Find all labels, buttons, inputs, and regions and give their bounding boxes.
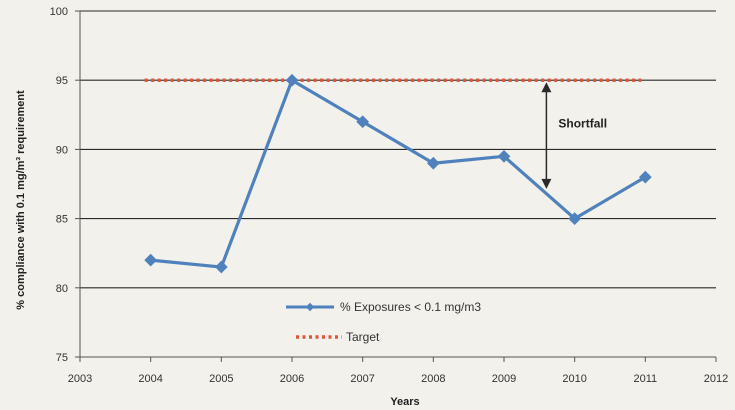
x-tick-label-2004: 2004 bbox=[138, 373, 162, 385]
y-tick-label-95: 95 bbox=[56, 75, 68, 87]
exposures-line bbox=[150, 78, 647, 269]
y-tick-label-75: 75 bbox=[56, 352, 68, 364]
x-tick-label-2003: 2003 bbox=[68, 373, 92, 385]
x-tick-label-2007: 2007 bbox=[350, 373, 374, 385]
x-tick-label-2009: 2009 bbox=[492, 373, 516, 385]
x-tick-labels: 2003 2004 2005 2006 2007 2008 2009 2010 2011 2012 bbox=[68, 373, 728, 385]
x-tick-label-2008: 2008 bbox=[421, 373, 445, 385]
data-point-2006 bbox=[285, 73, 299, 87]
x-tick-label-2010: 2010 bbox=[562, 373, 586, 385]
y-tick-labels: 75 80 85 90 95 100 bbox=[50, 6, 68, 364]
legend-diamond-swatch-exposures bbox=[305, 302, 315, 312]
data-point-2009 bbox=[497, 149, 511, 163]
shortfall-arrow-head-down bbox=[541, 178, 552, 189]
shortfall-label: Shortfall bbox=[558, 116, 607, 130]
y-axis-label: % compliance with 0.1 mg/m³ requirement bbox=[15, 90, 27, 310]
x-axis-label: Years bbox=[390, 396, 419, 408]
legend: % Exposures < 0.1 mg/m3 Target bbox=[286, 300, 481, 344]
y-tick-label-90: 90 bbox=[56, 144, 68, 156]
y-tick-label-80: 80 bbox=[56, 283, 68, 295]
x-tick-label-2012: 2012 bbox=[704, 373, 728, 385]
annotation-layer: Shortfall bbox=[541, 82, 607, 189]
series-layer bbox=[144, 73, 652, 274]
x-tick-label-2005: 2005 bbox=[209, 373, 233, 385]
x-tick-label-2006: 2006 bbox=[280, 373, 304, 385]
y-tick-label-100: 100 bbox=[50, 6, 68, 18]
data-point-2007 bbox=[356, 115, 370, 129]
x-tick-label-2011: 2011 bbox=[634, 373, 658, 385]
legend-label-target: Target bbox=[346, 330, 380, 344]
data-point-2005 bbox=[214, 260, 228, 274]
data-point-2008 bbox=[426, 156, 440, 170]
legend-label-exposures: % Exposures < 0.1 mg/m3 bbox=[340, 300, 481, 314]
gridlines bbox=[80, 10, 716, 289]
axes bbox=[75, 10, 717, 362]
y-tick-label-85: 85 bbox=[56, 214, 68, 226]
shortfall-arrow-head-up bbox=[541, 82, 552, 93]
data-point-2004 bbox=[144, 253, 158, 267]
